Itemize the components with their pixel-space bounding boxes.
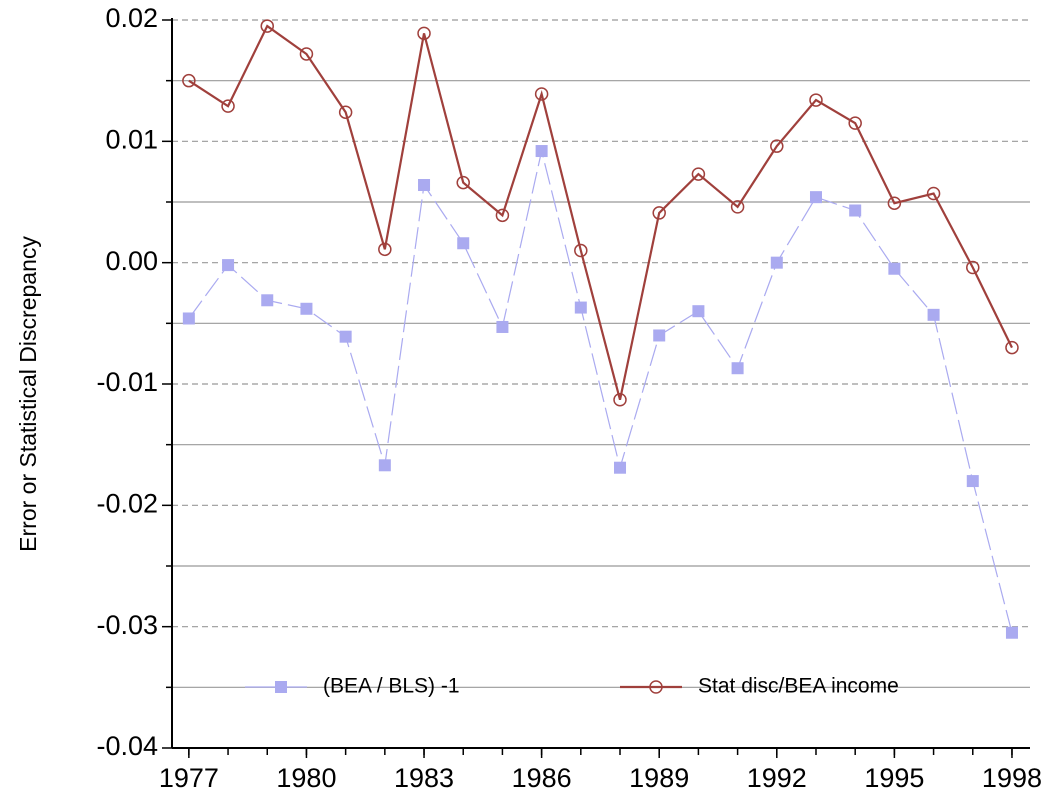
data-point (534, 87, 549, 101)
x-tick-label: 1992 (747, 763, 807, 793)
data-point (1005, 340, 1019, 355)
data-point (770, 139, 784, 153)
legend-label: Stat disc/BEA income (698, 675, 899, 698)
data-point (770, 256, 783, 269)
y-tick-label: -0.02 (96, 488, 158, 518)
data-point (926, 186, 941, 201)
data-point (300, 302, 313, 315)
data-point (809, 93, 823, 107)
data-point (496, 320, 509, 333)
data-point (418, 179, 431, 192)
data-point (260, 19, 274, 33)
legend-label: (BEA / BLS) -1 (323, 675, 460, 698)
y-tick-label: -0.01 (96, 367, 158, 397)
y-axis-label: Error or Statistical Discrepancy (15, 236, 41, 552)
data-point (182, 73, 196, 88)
data-point (887, 196, 902, 210)
data-point (888, 262, 901, 275)
data-point (182, 312, 195, 325)
data-point (261, 294, 274, 307)
data-point (457, 237, 470, 250)
x-tick-label: 1986 (512, 763, 572, 793)
y-tick-label: -0.03 (96, 610, 158, 640)
data-point (848, 116, 862, 130)
data-point (574, 243, 588, 258)
legend-marker (275, 681, 287, 693)
data-point (378, 242, 392, 257)
series-line (188, 24, 1013, 401)
data-point (691, 167, 706, 181)
data-point (966, 260, 980, 275)
x-tick-label: 1983 (394, 763, 454, 793)
data-point (849, 204, 862, 217)
series-line (188, 150, 1013, 633)
y-tick-label: -0.04 (96, 731, 158, 761)
data-point (613, 393, 627, 407)
data-point (339, 330, 352, 343)
data-point (653, 329, 666, 342)
y-tick-label: 0.00 (105, 246, 158, 276)
x-tick-label: 1977 (159, 763, 219, 793)
data-point (692, 305, 705, 318)
x-tick-label: 1998 (982, 763, 1042, 793)
data-point (652, 206, 666, 220)
data-point (574, 301, 587, 314)
data-point (731, 362, 744, 375)
y-tick-label: 0.02 (105, 3, 158, 33)
data-point (417, 26, 431, 41)
data-point (1005, 626, 1018, 639)
data-point (299, 47, 314, 61)
data-point (809, 191, 822, 204)
x-tick-label: 1995 (864, 763, 924, 793)
data-point (378, 459, 391, 472)
data-point (535, 145, 548, 158)
data-point (222, 259, 235, 272)
data-point (927, 308, 940, 321)
data-point (966, 475, 979, 488)
x-tick-label: 1989 (629, 763, 689, 793)
data-point (221, 99, 235, 113)
data-point (338, 105, 353, 119)
data-point (730, 200, 745, 214)
data-point (495, 208, 510, 223)
x-tick-label: 1980 (276, 763, 336, 793)
legend-marker (649, 680, 663, 694)
data-point (456, 175, 470, 190)
y-tick-label: 0.01 (105, 124, 158, 154)
data-point (614, 461, 627, 474)
